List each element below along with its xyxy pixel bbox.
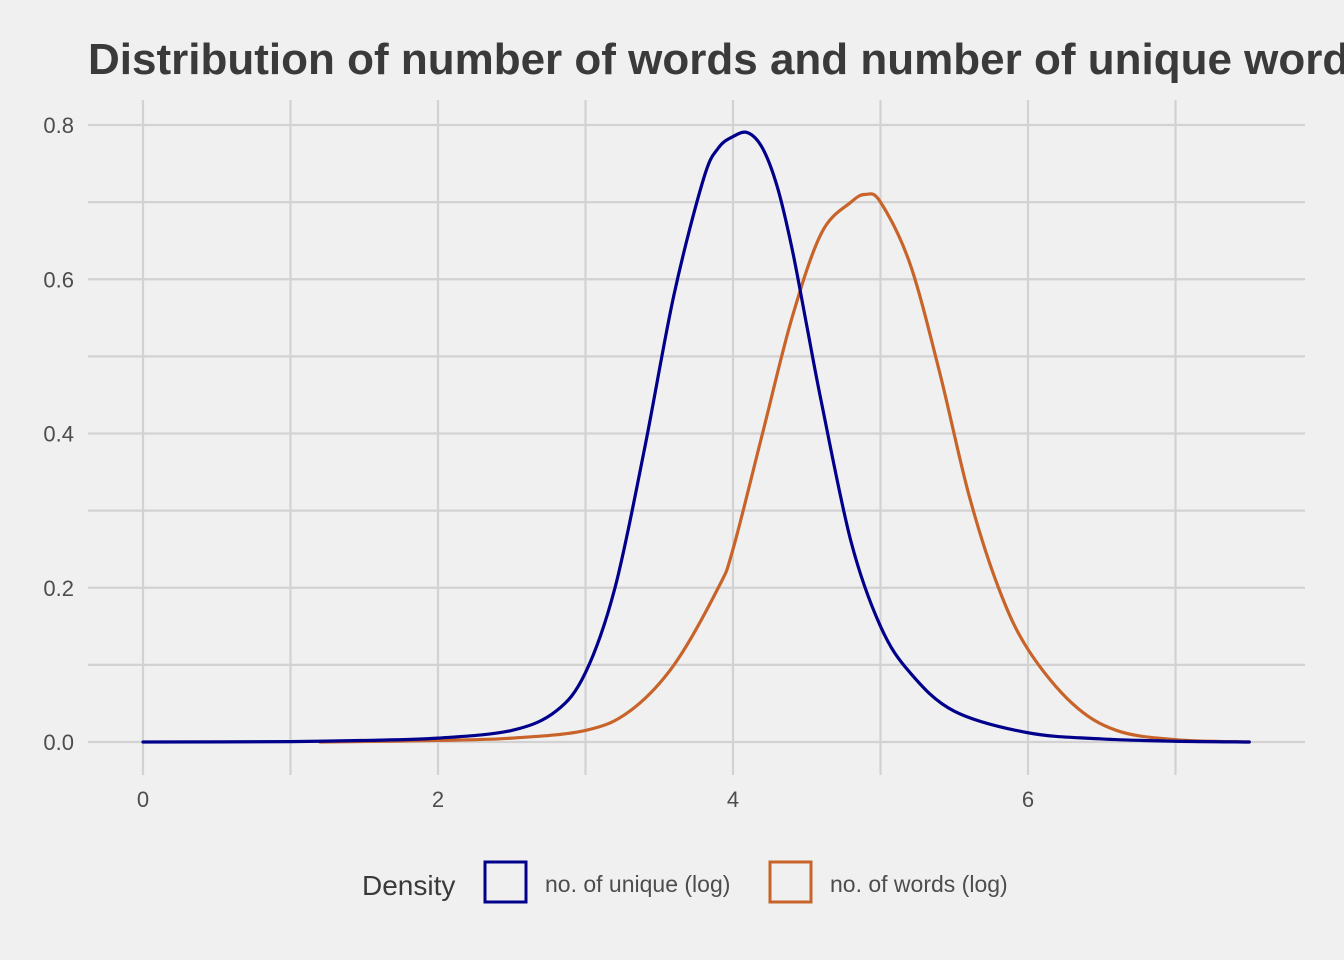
series-line-words (318, 192, 1251, 744)
x-tick-label: 2 (432, 787, 444, 812)
series-line-unique (141, 130, 1251, 744)
legend-title: Density (362, 870, 455, 901)
x-tick-label: 6 (1022, 787, 1034, 812)
x-tick-label: 0 (137, 787, 149, 812)
y-tick-label: 0.8 (43, 113, 74, 138)
legend-label-unique: no. of unique (log) (545, 871, 730, 897)
series-lines (141, 130, 1251, 744)
legend: Density no. of unique (log) no. of words… (362, 860, 1008, 904)
y-tick-label: 0.6 (43, 267, 74, 292)
tick-labels: 0 2 4 6 0.0 0.2 0.4 0.6 0.8 (43, 113, 1034, 812)
y-tick-label: 0.0 (43, 730, 74, 755)
chart-title: Distribution of number of words and numb… (88, 35, 1344, 84)
legend-label-words: no. of words (log) (830, 871, 1008, 897)
legend-key-unique (483, 860, 528, 904)
y-tick-label: 0.2 (43, 576, 74, 601)
y-tick-label: 0.4 (43, 422, 74, 447)
legend-key-words (768, 860, 813, 904)
x-tick-label: 4 (727, 787, 739, 812)
grid-lines (88, 100, 1305, 775)
